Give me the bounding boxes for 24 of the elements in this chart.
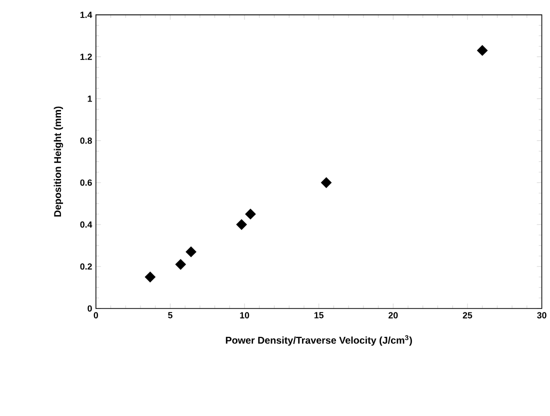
x-axis-title: Power Density/Traverse Velocity (J/cm$^{3}$) xyxy=(226,335,412,346)
x-tick-label: 5 xyxy=(168,312,172,318)
point xyxy=(236,219,247,230)
y-tick-label: 0.8 xyxy=(80,137,92,144)
x-tick-label: 30 xyxy=(537,312,546,318)
point xyxy=(144,272,156,282)
y-tick-label: 0 xyxy=(88,305,92,312)
y-tick-label: 0.2 xyxy=(80,263,92,270)
y-axis-title: Deposition Height (mm) xyxy=(54,106,64,216)
y-tick-label: 0.6 xyxy=(80,179,92,186)
x-tick-label: 0 xyxy=(94,312,98,318)
y-tick-label: 0.4 xyxy=(80,221,92,228)
x-tick-label: 15 xyxy=(314,312,324,318)
point xyxy=(245,208,256,220)
y-tick-label: 1.2 xyxy=(80,54,92,60)
y-tick-label: 1.4 xyxy=(80,12,92,18)
point xyxy=(186,246,196,258)
y-tick-label: 1 xyxy=(88,96,92,102)
x-tick-label: 10 xyxy=(240,312,250,318)
point xyxy=(320,177,332,188)
x-tick-label: 25 xyxy=(462,312,472,318)
point xyxy=(175,259,186,270)
x-tick-label: 20 xyxy=(388,312,398,318)
point xyxy=(477,45,488,56)
